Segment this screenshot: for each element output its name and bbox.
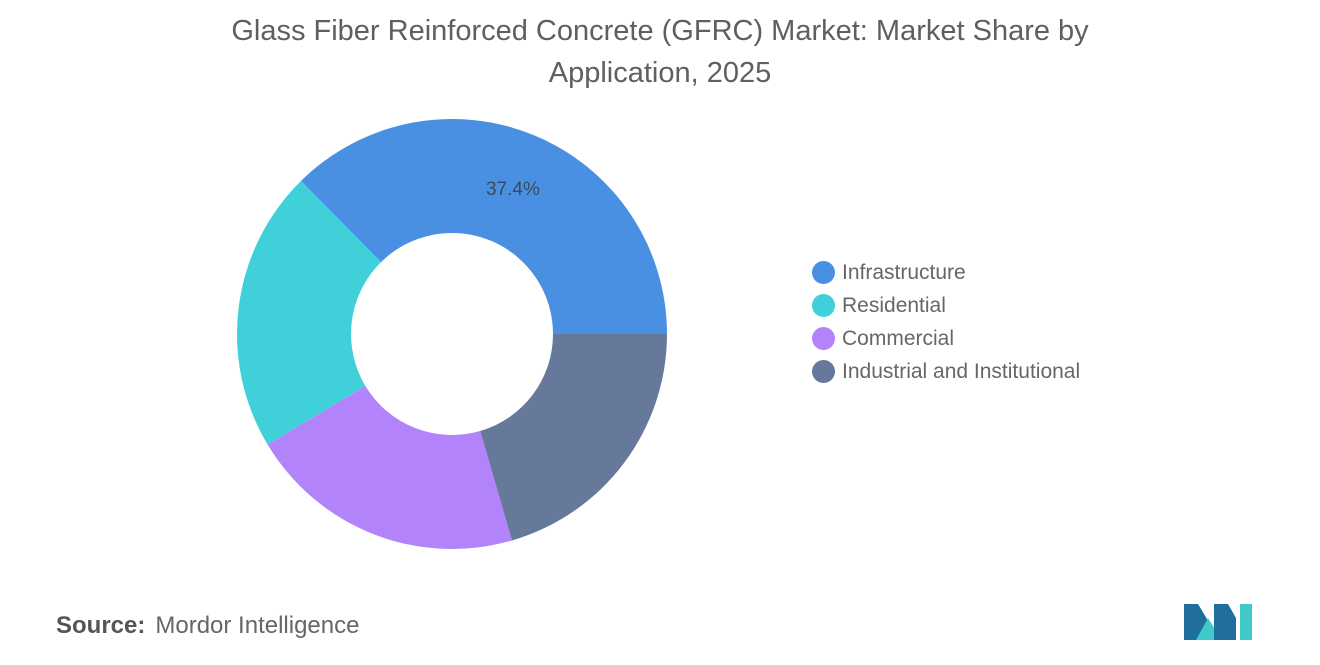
legend-swatch xyxy=(812,294,835,317)
source-note: Source: Mordor Intelligence xyxy=(56,612,359,640)
legend-swatch xyxy=(812,360,835,383)
legend-item: Industrial and Institutional xyxy=(812,355,1080,388)
legend-item: Residential xyxy=(812,289,1080,322)
slice-residential xyxy=(236,181,382,445)
slice-commercial xyxy=(267,385,512,549)
legend-item: Infrastructure xyxy=(812,256,1080,289)
slice-industrial-and-institutional xyxy=(480,334,667,541)
data-label: 37.4% xyxy=(486,179,540,200)
legend-label: Industrial and Institutional xyxy=(842,359,1081,383)
legend-swatch xyxy=(812,261,835,284)
legend-item: Commercial xyxy=(812,322,1080,355)
chart-legend: Infrastructure Residential Commercial Indus… xyxy=(812,256,1080,388)
source-label: Source: xyxy=(56,612,146,639)
slice-infrastructure xyxy=(300,118,667,335)
mordor-intelligence-logo-icon xyxy=(1184,604,1252,640)
chart-title: Glass Fiber Reinforced Concrete (GFRC) M… xyxy=(231,15,1089,89)
legend-swatch xyxy=(812,327,835,350)
legend-label: Commercial xyxy=(842,326,955,350)
source-value: Mordor Intelligence xyxy=(155,612,360,639)
legend-label: Residential xyxy=(842,293,946,317)
legend-label: Infrastructure xyxy=(842,260,966,284)
